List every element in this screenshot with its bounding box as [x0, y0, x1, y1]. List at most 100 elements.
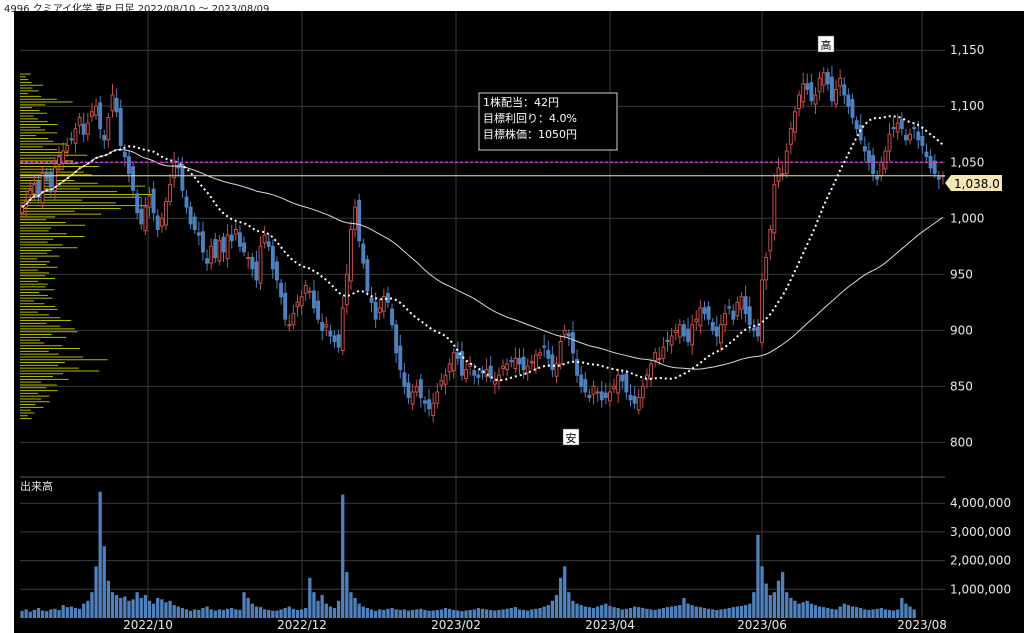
candle-body — [747, 306, 752, 326]
volume-bar — [410, 609, 415, 618]
candle-body — [386, 292, 390, 303]
candle-body — [599, 391, 604, 401]
candle-body — [912, 127, 917, 130]
candle-body — [591, 385, 596, 395]
volume-bar — [735, 606, 740, 618]
volume-bar — [480, 608, 485, 618]
candle-body — [936, 176, 941, 180]
candle-body — [534, 354, 538, 369]
volume-bar — [908, 606, 912, 618]
volume-bar — [863, 609, 867, 618]
volume-bar — [90, 592, 94, 618]
candle-body — [756, 326, 760, 337]
volume-bar — [509, 607, 513, 618]
candle-body — [797, 94, 801, 109]
candle-body — [262, 234, 267, 244]
candle-body — [825, 72, 830, 85]
volume-bar — [760, 566, 764, 618]
volume-bar — [859, 607, 863, 618]
candle-body — [233, 228, 238, 235]
volume-bar — [114, 595, 119, 618]
volume-bar — [188, 610, 193, 618]
volume-bar — [390, 607, 394, 618]
volume-bar — [579, 605, 583, 618]
candle-body — [213, 239, 218, 259]
volume-bar — [912, 609, 916, 618]
candle-body — [155, 215, 160, 230]
volume-bar — [702, 607, 707, 618]
candle-body — [57, 156, 61, 166]
volume-bar — [904, 603, 908, 618]
volume-bar — [711, 609, 715, 618]
volume-bar — [801, 602, 805, 618]
volume-bar — [600, 605, 604, 618]
candle-body — [883, 150, 888, 170]
volume-bar — [110, 592, 115, 618]
volume-bar — [258, 607, 263, 618]
volume-bar — [209, 609, 213, 618]
volume-bar — [275, 610, 279, 618]
candle-body — [788, 128, 793, 145]
candle-body — [542, 345, 547, 348]
volume-bar — [632, 606, 637, 618]
candle-body — [238, 232, 242, 247]
volume-bar — [842, 603, 846, 618]
low-marker: 安 — [562, 428, 580, 446]
volume-bar — [184, 609, 189, 618]
candle-body — [147, 195, 152, 208]
candle-body — [299, 296, 304, 307]
candle-body — [28, 189, 33, 196]
candle-body — [694, 318, 699, 322]
date-tick-label: 2022/10 — [123, 618, 173, 632]
volume-bar — [230, 607, 234, 618]
volume-bar — [785, 592, 789, 618]
candle-body — [521, 356, 526, 371]
candle-body — [418, 379, 423, 399]
volume-bar — [542, 606, 546, 618]
candle-body — [813, 94, 818, 105]
volume-bar — [341, 494, 345, 618]
candle-body — [205, 258, 209, 264]
volume-bar — [197, 609, 201, 618]
candle-body — [48, 171, 53, 188]
candle-body — [908, 133, 912, 141]
volume-bar — [468, 609, 472, 618]
volume-bar — [86, 600, 90, 618]
candle-body — [127, 156, 131, 174]
volume-bar — [217, 609, 222, 618]
volume-bar — [20, 610, 24, 618]
volume-bar — [304, 607, 308, 618]
candle-body — [686, 328, 690, 343]
volume-bar — [439, 609, 444, 618]
candle-body — [492, 380, 497, 385]
candle-body — [595, 391, 600, 394]
candle-body — [139, 208, 144, 225]
candle-body — [209, 245, 214, 264]
candle-body — [809, 82, 814, 102]
candle-body — [821, 72, 826, 86]
candle-body — [719, 324, 723, 344]
volume-bar — [489, 609, 493, 618]
volume-tick-label: 3,000,000 — [950, 525, 1011, 539]
volume-bar — [900, 597, 904, 618]
candle-body — [509, 360, 514, 363]
volume-bar — [838, 606, 842, 618]
candle-body — [196, 232, 201, 236]
candle-body — [899, 119, 904, 130]
candle-body — [632, 395, 637, 404]
volume-bar — [36, 607, 41, 618]
volume-bar — [674, 605, 678, 618]
candle-body — [332, 335, 337, 343]
candle-body — [85, 122, 90, 135]
candle-body — [98, 102, 103, 130]
candle-body — [188, 206, 193, 225]
volume-bar — [45, 611, 49, 618]
candle-body — [336, 334, 341, 348]
volume-bar — [221, 609, 226, 618]
volume-bar — [628, 607, 633, 618]
volume-bar — [645, 608, 649, 618]
volume-bar — [813, 605, 818, 618]
volume-bar — [624, 608, 629, 618]
candle-body — [349, 228, 353, 282]
candle-body — [390, 308, 394, 326]
